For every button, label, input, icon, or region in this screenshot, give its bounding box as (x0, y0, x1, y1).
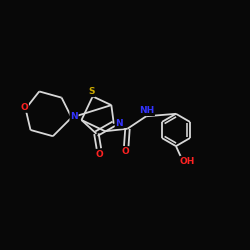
Text: N: N (116, 119, 123, 128)
Text: O: O (20, 103, 28, 112)
Text: OH: OH (180, 156, 195, 166)
Text: N: N (70, 112, 78, 121)
Text: O: O (96, 150, 103, 158)
Text: NH: NH (139, 106, 154, 115)
Text: S: S (88, 88, 95, 96)
Text: O: O (121, 147, 129, 156)
